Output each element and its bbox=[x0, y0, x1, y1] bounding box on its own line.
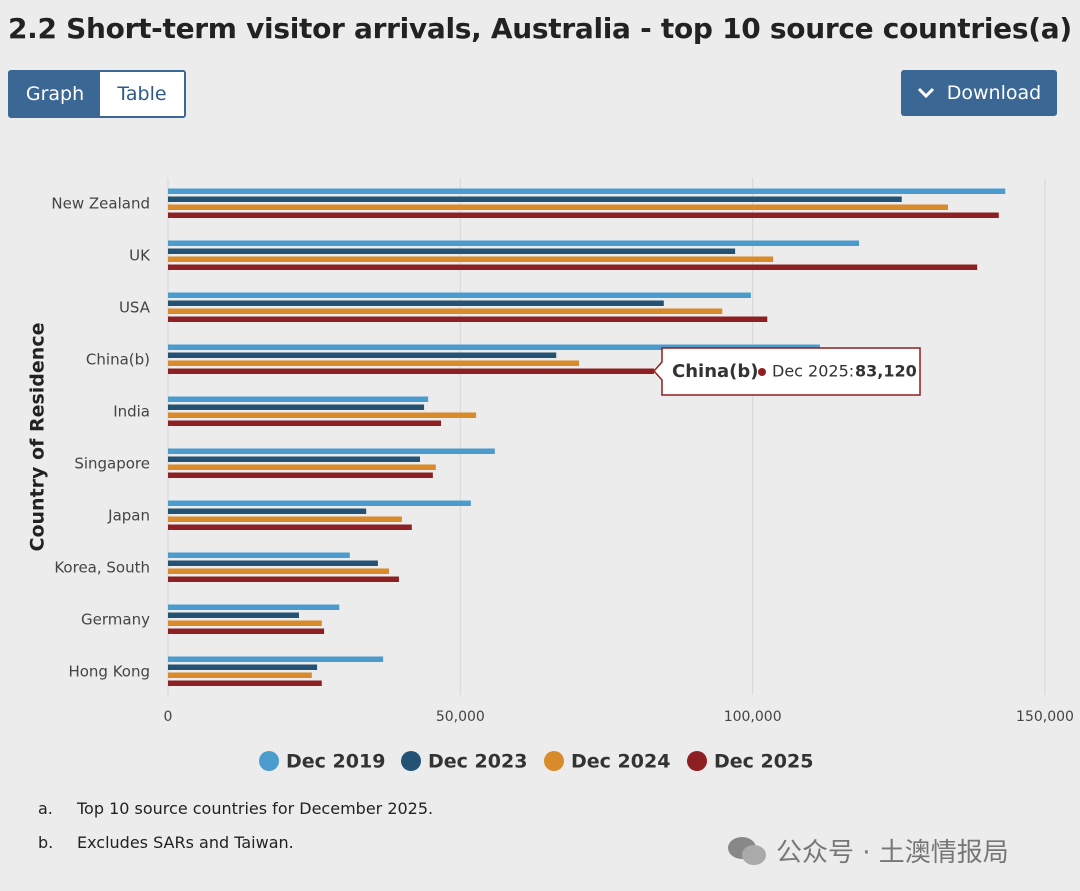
bar bbox=[168, 508, 367, 514]
bar bbox=[168, 576, 399, 582]
bar bbox=[168, 612, 299, 618]
bar bbox=[168, 680, 322, 686]
x-tick-label: 50,000 bbox=[436, 709, 485, 725]
x-tick-label: 0 bbox=[164, 709, 173, 725]
tooltip-series: Dec 2025: bbox=[772, 362, 854, 381]
bar bbox=[168, 240, 860, 246]
bar bbox=[168, 516, 402, 522]
bar bbox=[168, 464, 436, 470]
bar bbox=[168, 352, 557, 358]
bar bbox=[168, 552, 350, 558]
bar bbox=[168, 264, 978, 270]
watermark: 公众号 · 土澳情报局 bbox=[726, 832, 1009, 869]
y-tick-label: China(b) bbox=[86, 351, 150, 369]
bar bbox=[168, 420, 442, 426]
bar bbox=[168, 256, 774, 262]
footnote: b. Excludes SARs and Taiwan. bbox=[38, 833, 294, 852]
y-tick-label: Germany bbox=[81, 611, 150, 629]
y-tick-label: Japan bbox=[107, 507, 150, 525]
footnote-text: Excludes SARs and Taiwan. bbox=[77, 833, 294, 852]
bar bbox=[168, 344, 820, 350]
x-tick-label: 150,000 bbox=[1016, 709, 1074, 725]
bar bbox=[168, 448, 495, 454]
graph-tab[interactable]: Graph bbox=[10, 72, 100, 116]
y-tick-label: Korea, South bbox=[54, 559, 150, 577]
tooltip-box bbox=[652, 347, 921, 396]
bar bbox=[168, 396, 429, 402]
bar bbox=[168, 196, 902, 202]
legend-label: Dec 2024 bbox=[571, 751, 670, 773]
download-label: Download bbox=[946, 82, 1042, 104]
footnote-marker: a. bbox=[38, 799, 53, 818]
bar bbox=[168, 568, 390, 574]
chevron-icon bbox=[917, 87, 934, 99]
chart: 0 50,000 100,000 150,000 Country of Residenc… bbox=[27, 178, 1074, 773]
bar bbox=[168, 404, 425, 410]
footnote-marker: b. bbox=[38, 833, 54, 852]
bar bbox=[168, 672, 312, 678]
download-button[interactable]: Download bbox=[901, 70, 1057, 116]
x-tick-label: 100,000 bbox=[724, 709, 782, 725]
bar bbox=[168, 560, 378, 566]
y-tick-label: New Zealand bbox=[51, 195, 150, 213]
bar bbox=[168, 212, 999, 218]
y-tick-label: Singapore bbox=[74, 455, 150, 473]
bar bbox=[168, 412, 477, 418]
bar bbox=[168, 604, 340, 610]
tooltip-value: 83,120 bbox=[855, 362, 917, 381]
view-tabs: Graph Table bbox=[8, 70, 186, 118]
legend-label: Dec 2019 bbox=[286, 751, 385, 773]
bar bbox=[168, 664, 318, 670]
bar bbox=[168, 456, 420, 462]
bar bbox=[168, 204, 948, 210]
bar bbox=[168, 368, 654, 374]
table-tab[interactable]: Table bbox=[100, 72, 184, 116]
footnote-text: Top 10 source countries for December 202… bbox=[77, 799, 434, 818]
bar bbox=[168, 308, 723, 314]
legend-marker bbox=[544, 751, 564, 771]
y-axis-title: Country of Residence bbox=[27, 323, 49, 552]
legend-label: Dec 2025 bbox=[714, 751, 813, 773]
wechat-icon bbox=[728, 836, 766, 865]
bar bbox=[168, 188, 1006, 194]
legend-marker bbox=[259, 751, 279, 771]
bar bbox=[168, 316, 768, 322]
watermark-text: 公众号 · 土澳情报局 bbox=[776, 838, 1009, 868]
tooltip-dot bbox=[758, 368, 766, 376]
legend-marker bbox=[687, 751, 707, 771]
y-tick-label: India bbox=[113, 403, 150, 421]
y-tick-label: Hong Kong bbox=[68, 663, 150, 681]
bar bbox=[168, 300, 664, 306]
bar bbox=[168, 248, 736, 254]
bar bbox=[168, 472, 433, 478]
bar bbox=[168, 524, 412, 530]
bar bbox=[168, 500, 471, 506]
y-tick-label: UK bbox=[129, 247, 151, 265]
tooltip-category: China(b) bbox=[672, 361, 759, 382]
bar bbox=[168, 656, 384, 662]
legend-label: Dec 2023 bbox=[428, 751, 527, 773]
footnote: a. Top 10 source countries for December 2… bbox=[38, 799, 433, 818]
y-tick-label: USA bbox=[119, 299, 151, 317]
bar bbox=[168, 620, 322, 626]
page-title: 2.2 Short-term visitor arrivals, Austral… bbox=[8, 12, 1072, 45]
bar bbox=[168, 292, 751, 298]
bar bbox=[168, 360, 580, 366]
tooltip: China(b) Dec 2025: 83,120 bbox=[652, 347, 921, 396]
bar bbox=[168, 628, 325, 634]
legend-marker bbox=[401, 751, 421, 771]
